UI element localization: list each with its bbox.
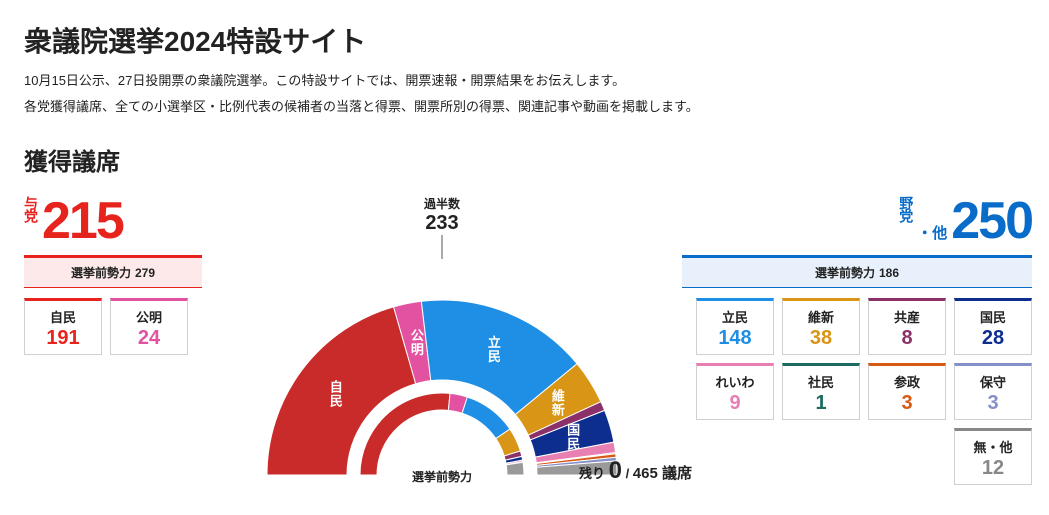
arc-label: 維新 xyxy=(550,389,565,418)
prev-strength-label: 選挙前勢力 xyxy=(412,468,472,485)
party-name: 無・他 xyxy=(955,437,1031,456)
party-card-jimin[interactable]: 自民191 xyxy=(24,298,102,355)
party-name: 参政 xyxy=(869,372,945,391)
opposition-seats-total: 250 xyxy=(951,195,1032,247)
party-seats: 9 xyxy=(697,392,773,415)
majority-marker: 過半数 233 xyxy=(222,195,662,235)
arc-segment xyxy=(462,397,510,439)
party-seats: 12 xyxy=(955,457,1031,480)
arc-label: 自民 xyxy=(328,379,343,408)
ruling-party-grid: 自民191公明24 xyxy=(24,298,202,355)
party-card-kokumin[interactable]: 国民28 xyxy=(954,298,1032,355)
page-title: 衆議院選挙2024特設サイト xyxy=(24,20,1025,60)
opposition-panel: 野党 ・他 250 選挙前勢力186 立民148維新38共産8国民28れいわ9社… xyxy=(682,195,1032,485)
seats-section-title: 獲得議席 xyxy=(24,142,1025,177)
party-name: 維新 xyxy=(783,307,859,326)
party-card-hoshu[interactable]: 保守3 xyxy=(954,363,1032,420)
party-seats: 38 xyxy=(783,327,859,350)
party-card-kyosan[interactable]: 共産8 xyxy=(868,298,946,355)
party-name: 立民 xyxy=(697,307,773,326)
seats-chart: 過半数 233 自民公明立民維新国民 選挙前勢力 残り 0 / 465 議席 xyxy=(222,195,662,495)
party-card-shamin[interactable]: 社民1 xyxy=(782,363,860,420)
remaining-seats: 残り 0 / 465 議席 xyxy=(579,457,692,485)
party-card-sansei[interactable]: 参政3 xyxy=(868,363,946,420)
party-name: 公明 xyxy=(111,307,187,326)
party-name: 社民 xyxy=(783,372,859,391)
party-name: 保守 xyxy=(955,372,1031,391)
ruling-coalition-panel: 与党 215 選挙前勢力279 自民191公明24 xyxy=(24,195,202,355)
opposition-sub: ・他 xyxy=(917,222,947,243)
party-seats: 148 xyxy=(697,327,773,350)
opposition-party-grid: 立民148維新38共産8国民28れいわ9社民1参政3保守3無・他12 xyxy=(682,298,1032,485)
party-name: 国民 xyxy=(955,307,1031,326)
party-name: 自民 xyxy=(25,307,101,326)
arc-label: 国民 xyxy=(565,423,580,451)
party-card-rikken[interactable]: 立民148 xyxy=(696,298,774,355)
half-donut-svg: 自民 公明 立民維新国民 xyxy=(222,235,662,485)
party-card-other[interactable]: 無・他12 xyxy=(954,428,1032,485)
arc-segment xyxy=(506,462,524,475)
party-seats: 28 xyxy=(955,327,1031,350)
party-seats: 3 xyxy=(869,392,945,415)
arc-label: 立民 xyxy=(486,335,501,364)
party-card-komei[interactable]: 公明24 xyxy=(110,298,188,355)
party-seats: 1 xyxy=(783,392,859,415)
ruling-seats-total: 215 xyxy=(42,195,123,247)
majority-line xyxy=(442,235,443,259)
description-line-2: 各党獲得議席、全ての小選挙区・比例代表の候補者の当落と得票、開票所別の得票、関連… xyxy=(24,96,1025,118)
party-seats: 24 xyxy=(111,327,187,350)
party-seats: 191 xyxy=(25,327,101,350)
party-seats: 3 xyxy=(955,392,1031,415)
party-seats: 8 xyxy=(869,327,945,350)
party-name: れいわ xyxy=(697,372,773,391)
opposition-label: 野党 xyxy=(899,196,913,238)
seats-dashboard: 与党 215 選挙前勢力279 自民191公明24 過半数 233 自民公明立民… xyxy=(24,195,1025,495)
party-name: 共産 xyxy=(869,307,945,326)
ruling-prev-strength: 選挙前勢力279 xyxy=(24,255,202,288)
party-card-reiwa[interactable]: れいわ9 xyxy=(696,363,774,420)
ruling-label: 与党 xyxy=(24,196,38,238)
party-card-ishin[interactable]: 維新38 xyxy=(782,298,860,355)
arc-label: 公明 xyxy=(409,329,424,357)
opposition-prev-strength: 選挙前勢力186 xyxy=(682,255,1032,288)
description-line-1: 10月15日公示、27日投開票の衆議院選挙。この特設サイトでは、開票速報・開票結… xyxy=(24,70,1025,92)
